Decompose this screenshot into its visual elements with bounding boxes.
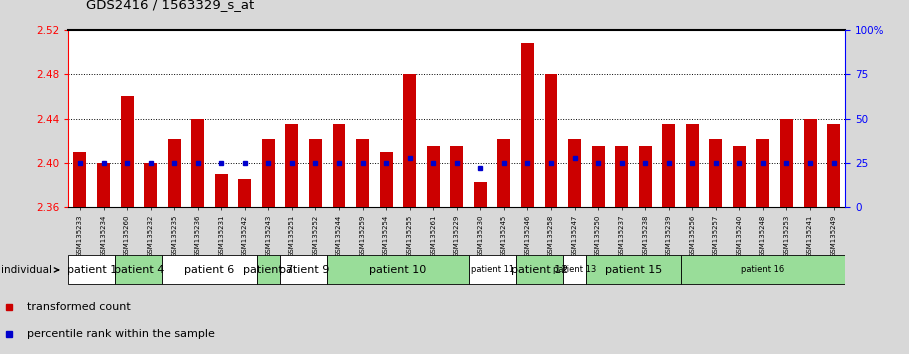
- Bar: [563, 256, 586, 284]
- Bar: [309, 138, 322, 207]
- Bar: [68, 256, 115, 284]
- Text: patient 13: patient 13: [553, 266, 596, 274]
- Bar: [167, 138, 181, 207]
- Bar: [327, 256, 468, 284]
- Text: patient 9: patient 9: [278, 265, 329, 275]
- Bar: [145, 163, 157, 207]
- Bar: [191, 119, 205, 207]
- Bar: [404, 74, 416, 207]
- Bar: [468, 256, 515, 284]
- Bar: [780, 119, 793, 207]
- Bar: [333, 124, 345, 207]
- Bar: [515, 256, 563, 284]
- Text: patient 7: patient 7: [244, 265, 294, 275]
- Bar: [262, 138, 275, 207]
- Text: individual: individual: [1, 265, 58, 275]
- Text: patient 4: patient 4: [114, 265, 164, 275]
- Text: percentile rank within the sample: percentile rank within the sample: [27, 329, 215, 339]
- Bar: [97, 163, 110, 207]
- Bar: [586, 256, 681, 284]
- Bar: [356, 138, 369, 207]
- Bar: [280, 256, 327, 284]
- Text: patient 6: patient 6: [185, 265, 235, 275]
- Bar: [827, 124, 840, 207]
- Bar: [426, 146, 440, 207]
- Bar: [215, 174, 228, 207]
- Bar: [163, 256, 256, 284]
- Bar: [521, 43, 534, 207]
- Text: patient 12: patient 12: [511, 265, 568, 275]
- Bar: [256, 256, 280, 284]
- Bar: [733, 146, 746, 207]
- Text: patient 11: patient 11: [471, 266, 514, 274]
- Text: patient 15: patient 15: [604, 265, 662, 275]
- Bar: [544, 74, 557, 207]
- Bar: [685, 124, 699, 207]
- Bar: [756, 138, 769, 207]
- Text: patient 16: patient 16: [742, 266, 784, 274]
- Bar: [709, 138, 723, 207]
- Bar: [285, 124, 298, 207]
- Bar: [450, 146, 464, 207]
- Bar: [804, 119, 816, 207]
- Text: GDS2416 / 1563329_s_at: GDS2416 / 1563329_s_at: [86, 0, 255, 11]
- Text: patient 1: patient 1: [66, 265, 117, 275]
- Bar: [615, 146, 628, 207]
- Bar: [592, 146, 604, 207]
- Bar: [115, 256, 163, 284]
- Bar: [639, 146, 652, 207]
- Bar: [474, 182, 487, 207]
- Bar: [121, 96, 134, 207]
- Bar: [497, 138, 510, 207]
- Text: patient 10: patient 10: [369, 265, 426, 275]
- Bar: [681, 256, 845, 284]
- Text: transformed count: transformed count: [27, 302, 131, 312]
- Bar: [238, 179, 251, 207]
- Bar: [663, 124, 675, 207]
- Bar: [380, 152, 393, 207]
- Bar: [74, 152, 86, 207]
- Bar: [568, 138, 581, 207]
